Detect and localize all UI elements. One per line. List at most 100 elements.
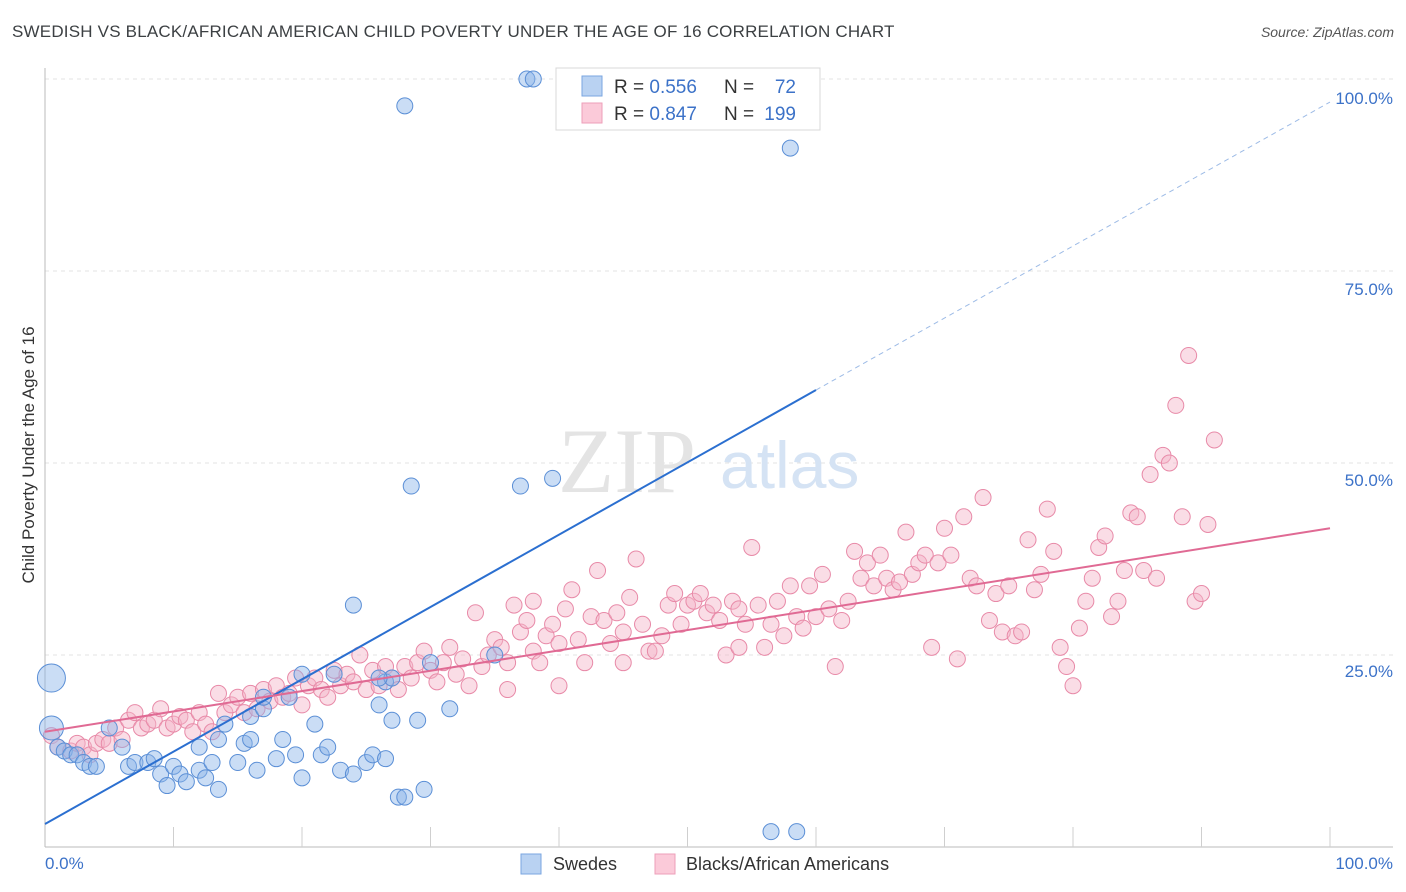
blacks-point [1205, 431, 1223, 449]
blacks-point [846, 542, 864, 560]
swedes-point [209, 780, 227, 798]
blacks-point [813, 565, 831, 583]
swedes-point [209, 730, 227, 748]
swedes-point [158, 777, 176, 795]
swedes-point [396, 788, 414, 806]
blacks-point [1077, 592, 1095, 610]
bottom-legend-swatch-blacks [654, 853, 676, 875]
swedes-point [788, 823, 806, 841]
swedes-point [177, 773, 195, 791]
trendline-swedes [44, 389, 817, 825]
blacks-point [775, 627, 793, 645]
blacks-point [466, 604, 484, 622]
blacks-point [1013, 623, 1031, 641]
blacks-point [1096, 527, 1114, 545]
watermark-zip: ZIP [558, 410, 696, 512]
blacks-point [441, 638, 459, 656]
legend-r-label-2: R = [614, 104, 649, 125]
series-legend: Swedes Blacks/African Americans [520, 853, 889, 875]
legend-swatch-swedes [581, 75, 603, 97]
blacks-point [1058, 658, 1076, 676]
trendlines [44, 101, 1331, 825]
swedes-point [409, 711, 427, 729]
blacks-point [556, 600, 574, 618]
swedes-point [267, 750, 285, 768]
blacks-point [839, 592, 857, 610]
blacks-point [1070, 619, 1088, 637]
trendline-swedes-extension [815, 101, 1331, 391]
blacks-point [634, 615, 652, 633]
blacks-point [794, 619, 812, 637]
swedes-point [344, 596, 362, 614]
blacks-point [1000, 577, 1018, 595]
blacks-point [749, 596, 767, 614]
swedes-point [544, 469, 562, 487]
blacks-point [621, 588, 639, 606]
swedes-point [364, 746, 382, 764]
blacks-point [518, 611, 536, 629]
blacks-point [544, 615, 562, 633]
blacks-point [1199, 515, 1217, 533]
blacks-point [447, 665, 465, 683]
blacks-point [987, 585, 1005, 603]
bottom-legend-swatch-swedes [520, 853, 542, 875]
blacks-point [871, 546, 889, 564]
swedes-point [762, 823, 780, 841]
stats-legend: R = 0.556 N = 72 R = 0.847 N = 199 [555, 67, 821, 131]
blacks-point [942, 546, 960, 564]
swedes-point [389, 788, 407, 806]
swedes-point [293, 769, 311, 787]
swedes-point [511, 477, 529, 495]
swedes-point [203, 754, 221, 772]
blacks-point [460, 677, 478, 695]
blacks-point [1051, 638, 1069, 656]
swedes-point [383, 711, 401, 729]
legend-r-label-1: R = [614, 77, 649, 98]
x-tick-label-0: 0.0% [45, 854, 84, 873]
blacks-point [897, 523, 915, 541]
x-ticks [173, 827, 1331, 847]
blacks-point [1083, 569, 1101, 587]
blacks-point [865, 577, 883, 595]
swedes-point [325, 665, 343, 683]
blacks-point [691, 585, 709, 603]
trendline-blacks [44, 527, 1331, 733]
blacks-point [1109, 592, 1127, 610]
blacks-point [1128, 508, 1146, 526]
bottom-legend-label-blacks: Blacks/African Americans [686, 854, 889, 874]
swedes-point [518, 70, 536, 88]
swedes-point [197, 769, 215, 787]
blacks-point [1180, 346, 1198, 364]
blacks-point [582, 608, 600, 626]
blacks-point [646, 642, 664, 660]
blacks-point [756, 638, 774, 656]
blacks-point [826, 658, 844, 676]
blacks-point [550, 677, 568, 695]
swedes-point [524, 70, 542, 88]
blacks-point [858, 554, 876, 572]
blacks-point [293, 696, 311, 714]
blacks-point [730, 600, 748, 618]
swedes-point [344, 765, 362, 783]
blacks-point [717, 646, 735, 664]
blacks-point [563, 581, 581, 599]
blacks-point [428, 673, 446, 691]
swedes-point [396, 97, 414, 115]
x-tick-label-100: 100.0% [1335, 854, 1393, 873]
svg-text:R = 0.847: R = 0.847 [614, 104, 697, 125]
blacks-point [781, 577, 799, 595]
legend-n-value-2: 199 [764, 104, 796, 125]
blacks-point [505, 596, 523, 614]
blacks-point [993, 623, 1011, 641]
blacks-point [608, 604, 626, 622]
y-tick-label-75: 75.0% [1345, 280, 1393, 299]
swedes-point [274, 730, 292, 748]
swedes-point [62, 746, 80, 764]
blacks-point [319, 688, 337, 706]
blacks-point [614, 623, 632, 641]
blacks-point [1045, 542, 1063, 560]
blacks-point [1038, 500, 1056, 518]
swedes-point [287, 746, 305, 764]
blacks-point [736, 615, 754, 633]
